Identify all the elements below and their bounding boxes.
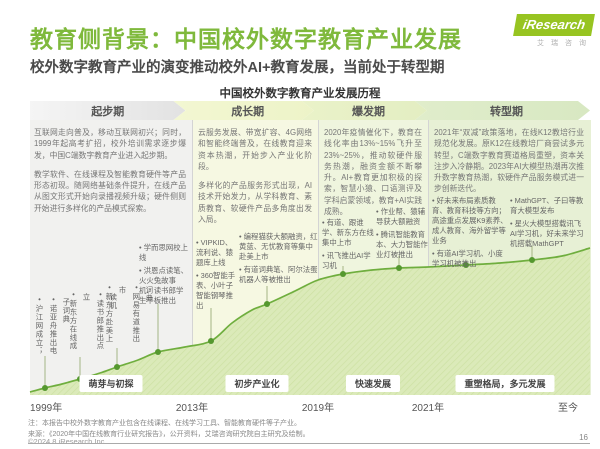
stage-paragraph: 2021年“双减”政策落地，在线K12教培行业规范化发展。原K12在线教培厂商尝… <box>434 128 584 194</box>
stage-description-explosion: 2020年疫情催化下，教育在线化率由13%~15%飞升至23%~25%，推动软硬… <box>324 127 422 225</box>
timeline-milestone: 好未来布局素质教育、教育科技等方向；高途重点发展K9素养、成人教育、海外留学等业… <box>432 196 508 272</box>
logo-brand-text: iResearch <box>512 14 595 36</box>
chart-title: 中国校外数字教育产业发展历程 <box>219 88 381 100</box>
stage-paragraph: 教学软件、在线课程及智能教育硬件等产品形态初现。随网络基础条件提升，在线产品从图… <box>34 169 186 213</box>
timeline-milestone: 编程猫获大额融资，红黄蓝、无忧教育等集中赴美上市 有道词典笔、阿尔法蛋机器人等被… <box>239 232 318 288</box>
milestone-bullet: MathGPT、子曰等教育大模型发布 <box>510 196 588 216</box>
milestone-bullet: 有道词典笔、阿尔法蛋机器人等被推出 <box>239 265 318 285</box>
x-axis-tick: 1999年 <box>30 403 63 414</box>
stage-description-growth: 云服务发展、带宽扩容、4G网络和智能终端普及，在线教育迎来资本热潮，开始步入产业… <box>198 127 312 233</box>
milestone-bullet: 新东方在线成立 <box>66 293 92 357</box>
footnote-block: 注：本报告中校外数字教育产业包含在线课程、在线学习工具、智能教育硬件等子产业。 … <box>28 419 590 444</box>
page-title: 教育侧背景：中国校外数字教育产业发展 <box>30 26 462 52</box>
stage-paragraph: 2020年疫情催化下，教育在线化率由13%~15%飞升至23%~25%，推动软硬… <box>324 128 422 217</box>
milestone-bullet: 星火大模型搭载讯飞AI学习机，好未来学习机搭载MathGPT <box>510 219 588 249</box>
milestone-bullet: 有道AI学习机、小度学习机被推出 <box>432 249 508 269</box>
milestone-bullet: 学而思网校上线 <box>139 243 190 263</box>
stage-description-transformation: 2021年“双减”政策落地，在线K12教培行业规范化发展。原K12在线教培厂商尝… <box>434 127 584 203</box>
stage-header-explosion: 爆发期 <box>302 101 427 120</box>
stage-header-growth: 成长期 <box>173 101 313 120</box>
stage-header-label: 爆发期 <box>351 105 385 118</box>
page-number: 16 <box>579 433 588 442</box>
phase-label-pill: 初步产业化 <box>225 375 289 392</box>
stage-header-label: 转型期 <box>490 105 523 118</box>
milestone-bullet: 有道、跟谁学、新东方在线集中上市 <box>322 218 374 248</box>
logo-brand-cn: 艾瑞咨询 <box>537 40 593 47</box>
x-axis-tick: 2019年 <box>301 403 335 414</box>
iresearch-logo: iResearch 艾瑞咨询 <box>499 14 595 48</box>
x-axis-tick: 2021年 <box>411 403 445 414</box>
milestone-bullet: 洪恩点读笔、火火兔故事机、读书郎学生平板推出 <box>139 266 190 306</box>
timeline-milestone: 有道、跟谁学、新东方在线集中上市 讯飞推出AI学习机 <box>322 218 374 274</box>
milestone-bullet: 讯飞推出AI学习机 <box>322 251 374 271</box>
timeline-milestone: 学而思网校上线 洪恩点读笔、火火兔故事机、读书郎学生平板推出 <box>139 243 190 309</box>
milestone-bullet: 腾讯智能教育本、大力智能作业灯被推出 <box>376 230 428 260</box>
milestone-bullet: 沪江网成立； <box>32 298 45 356</box>
copyright-text: ©2024.8 iResearch Inc. <box>28 437 107 446</box>
stage-header-label: 成长期 <box>231 105 265 118</box>
stage-header-row: 起步期 成长期 爆发期 转型期 <box>30 101 590 120</box>
stage-header-startup: 起步期 <box>30 101 185 120</box>
timeline-milestone: MathGPT、子曰等教育大模型发布 星火大模型搭载讯飞AI学习机，好未来学习机… <box>510 196 588 252</box>
stage-header-label: 起步期 <box>91 105 125 118</box>
footnote-note: 注：本报告中校外数字教育产业包含在线课程、在线学习工具、智能教育硬件等子产业。 <box>28 420 301 427</box>
phase-label-pill: 快速发展 <box>345 375 401 392</box>
footnote-source: 来源：《2020年中国在线教育行业研究报告》，公开资料，艾瑞咨询研究院自主研究及… <box>28 430 310 438</box>
phase-label-pill: 重塑格局，多元发展 <box>455 375 555 392</box>
milestone-bullet: VIPKID、流利说、猿题库上线 <box>196 238 236 268</box>
phase-label-pill: 萌芽与初探 <box>79 375 143 392</box>
milestone-bullet: 编程猫获大额融资，红黄蓝、无忧教育等集中赴美上市 <box>239 232 318 262</box>
x-axis-tick: 2013年 <box>175 403 209 414</box>
timeline-milestone: VIPKID、流利说、猿题库上线 360智能手表、小叶子智能钢琴推出 <box>196 238 236 314</box>
milestone-bullet: 好未来布局素质教育、教育科技等方向；高途重点发展K9素养、成人教育、海外留学等业… <box>432 196 508 246</box>
stage-paragraph: 云服务发展、带宽扩容、4G网络和智能终端普及，在线教育迎来资本热潮，开始步入产业… <box>198 128 312 171</box>
milestone-bullet: 作业帮、猿辅导获大额融资 <box>376 207 428 227</box>
milestone-bullet: 新东方赴美上市 <box>102 286 128 346</box>
milestone-bullet: 360智能手表、小叶子智能钢琴推出 <box>196 271 236 311</box>
timeline-milestone: 作业帮、猿辅导获大额融资 腾讯智能教育本、大力智能作业灯被推出 <box>376 207 428 263</box>
stage-paragraph: 多样化的产品服务形式出现，AI技术开始发力，从学科教育、素质教育、软硬件产品多角… <box>198 181 312 225</box>
stage-header-transformation: 转型期 <box>415 101 590 120</box>
stage-description-startup: 互联网走向普及，移动互联网初兴；同时，1999年起高考扩招，校外培训需求逐步爆发… <box>34 127 186 222</box>
x-axis-tick: 至今 <box>558 403 578 414</box>
page-subtitle: 校外数字教育产业的演变推动校外AI+教育发展，当前处于转型期 <box>30 60 445 76</box>
stage-paragraph: 互联网走向普及，移动互联网初兴；同时，1999年起高考扩招，校外培训需求逐步爆发… <box>34 128 186 160</box>
